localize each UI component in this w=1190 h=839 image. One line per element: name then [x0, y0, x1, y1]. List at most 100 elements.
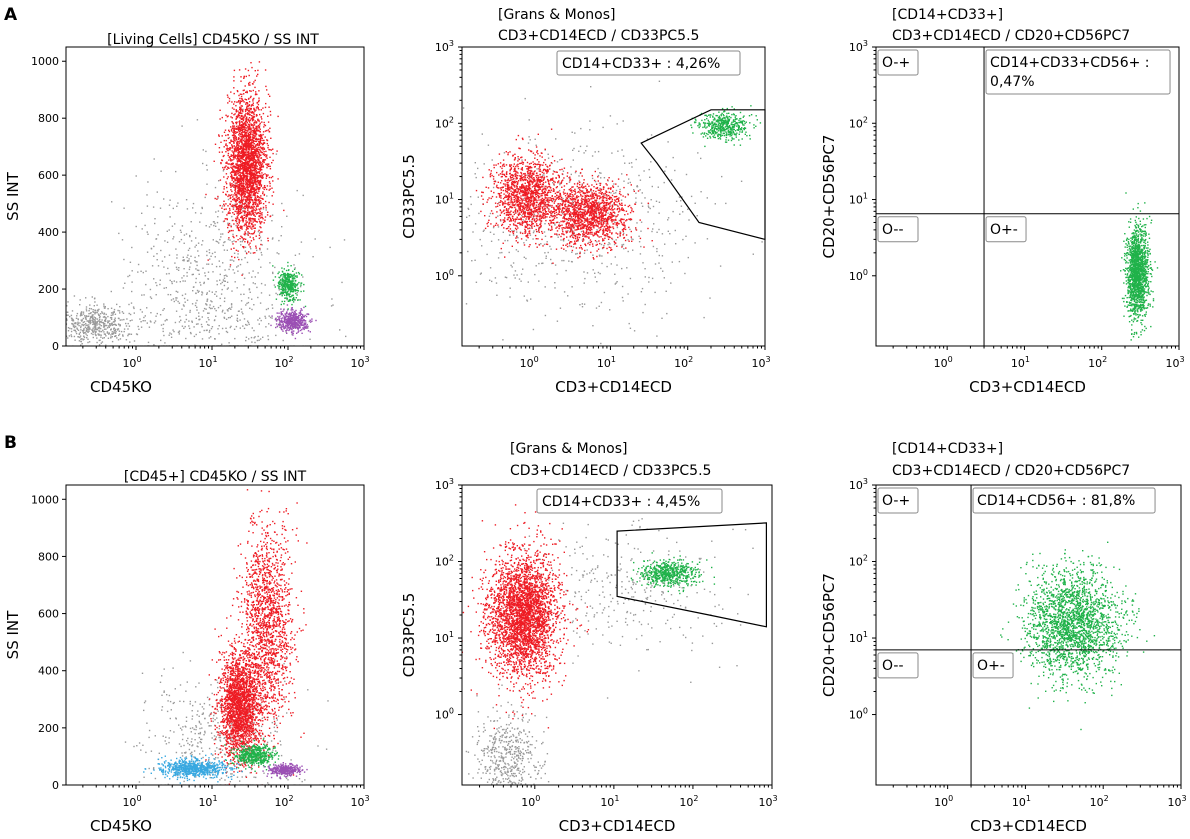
- scatter-point: [225, 318, 228, 320]
- scatter-point: [229, 266, 231, 268]
- x-tick-base: 10: [350, 357, 364, 370]
- scatter-point: [241, 204, 243, 206]
- scatter-point: [248, 168, 250, 170]
- scatter-point: [221, 343, 223, 345]
- scatter-point: [179, 281, 181, 283]
- scatter-point: [246, 122, 248, 124]
- scatter-point: [252, 154, 254, 156]
- scatter-point: [106, 327, 109, 329]
- scatter-point: [117, 309, 119, 312]
- scatter-point: [241, 182, 243, 184]
- scatter-point: [232, 269, 234, 271]
- scatter-point: [295, 324, 297, 327]
- scatter-point: [304, 323, 306, 326]
- scatter-point: [246, 91, 248, 94]
- scatter-point: [262, 187, 264, 189]
- scatter-point: [258, 109, 260, 111]
- scatter-point: [245, 188, 247, 190]
- scatter-point: [282, 314, 285, 317]
- scatter-point: [243, 206, 245, 208]
- scatter-point: [278, 281, 280, 283]
- scatter-point: [281, 286, 284, 289]
- scatter-point: [228, 129, 230, 131]
- scatter-point: [251, 177, 254, 179]
- scatter-point: [208, 331, 211, 333]
- scatter-point: [236, 167, 238, 169]
- scatter-point: [294, 337, 297, 340]
- scatter-point: [89, 319, 91, 322]
- scatter-point: [241, 121, 243, 123]
- scatter-point: [230, 224, 232, 227]
- scatter-point: [244, 140, 246, 142]
- scatter-point: [286, 318, 288, 320]
- scatter-point: [236, 128, 238, 131]
- scatter-point: [257, 180, 260, 182]
- population-monocytes: [272, 261, 307, 310]
- scatter-point: [291, 277, 294, 280]
- scatter-point: [302, 276, 304, 278]
- scatter-point: [222, 262, 224, 264]
- scatter-point: [235, 171, 237, 173]
- scatter-point: [244, 202, 247, 205]
- scatter-point: [103, 315, 106, 318]
- scatter-point: [77, 321, 79, 323]
- scatter-point: [96, 322, 98, 325]
- scatter-point: [262, 191, 264, 193]
- scatter-point: [111, 332, 113, 335]
- scatter-point: [285, 286, 287, 288]
- scatter-point: [286, 295, 288, 297]
- scatter-point: [257, 187, 259, 190]
- scatter-point: [236, 212, 238, 215]
- scatter-point: [259, 137, 262, 140]
- scatter-point: [177, 269, 180, 271]
- scatter-point: [175, 310, 178, 312]
- scatter-point: [266, 195, 268, 197]
- scatter-point: [160, 170, 162, 172]
- scatter-point: [114, 328, 117, 331]
- scatter-point: [292, 270, 294, 272]
- scatter-point: [220, 162, 222, 165]
- scatter-point: [243, 123, 245, 126]
- scatter-point: [208, 324, 210, 326]
- scatter-point: [70, 334, 72, 336]
- scatter-point: [230, 139, 232, 141]
- scatter-point: [264, 186, 266, 189]
- scatter-point: [148, 326, 151, 328]
- scatter-point: [135, 225, 137, 228]
- scatter-point: [282, 287, 285, 290]
- scatter-point: [652, 245, 655, 248]
- scatter-point: [250, 222, 253, 225]
- scatter-point: [79, 331, 81, 334]
- scatter-point: [257, 106, 259, 109]
- scatter-point: [91, 319, 93, 321]
- scatter-point: [289, 315, 291, 317]
- scatter-point: [231, 107, 234, 109]
- scatter-point: [92, 336, 94, 339]
- scatter-point: [288, 328, 291, 331]
- scatter-point: [244, 162, 246, 164]
- scatter-point: [251, 136, 253, 138]
- scatter-point: [548, 229, 550, 231]
- scatter-point: [259, 166, 261, 169]
- scatter-point: [250, 218, 252, 220]
- scatter-point: [232, 140, 234, 142]
- scatter-point: [287, 324, 290, 327]
- scatter-point: [249, 176, 251, 178]
- scatter-point: [267, 93, 270, 96]
- scatter-point: [70, 328, 73, 330]
- scatter-point: [253, 157, 255, 160]
- scatter-point: [243, 196, 245, 198]
- scatter-point: [251, 192, 253, 194]
- scatter-point: [196, 309, 198, 311]
- scatter-point: [204, 272, 206, 274]
- scatter-point: [259, 146, 262, 148]
- scatter-point: [244, 148, 246, 151]
- scatter-point: [92, 333, 94, 336]
- scatter-point: [147, 233, 149, 235]
- scatter-point: [225, 274, 227, 276]
- scatter-point: [249, 183, 251, 186]
- scatter-point: [247, 320, 249, 322]
- scatter-point: [283, 275, 285, 277]
- scatter-point: [232, 212, 234, 214]
- scatter-point: [55, 318, 56, 319]
